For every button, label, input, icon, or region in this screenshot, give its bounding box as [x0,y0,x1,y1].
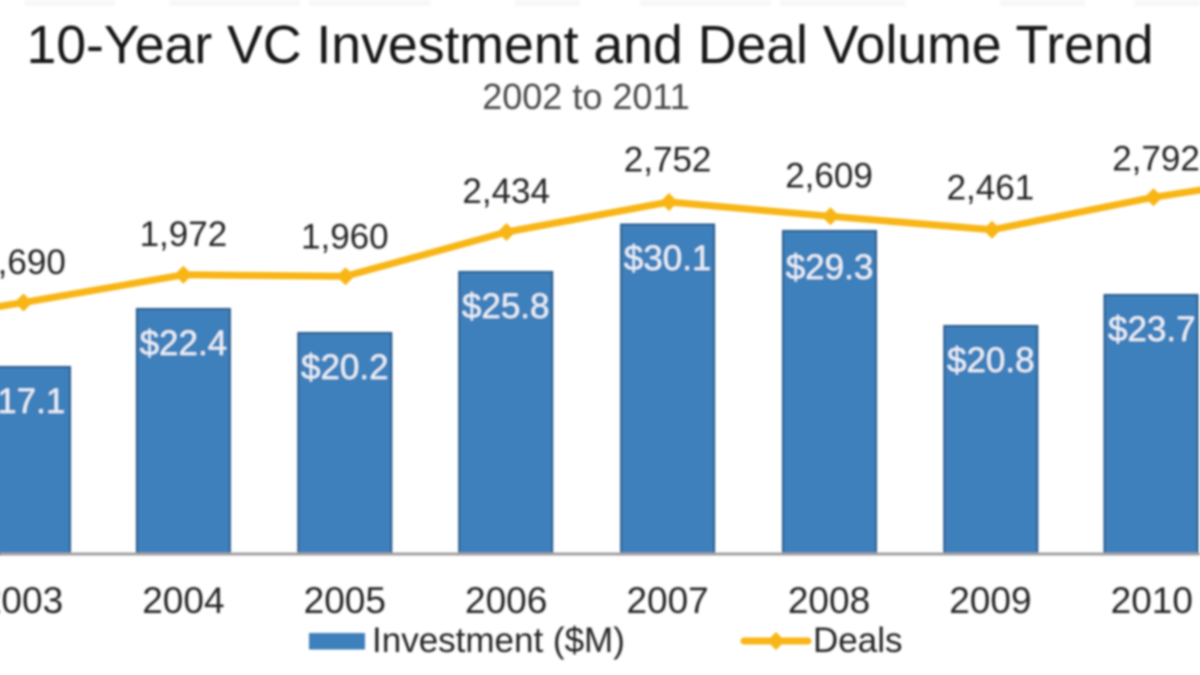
svg-text:$23.7: $23.7 [1108,310,1196,349]
svg-text:2003: 2003 [0,580,63,621]
svg-text:1,690: 1,690 [0,243,66,282]
svg-text:$30.1: $30.1 [624,239,712,278]
svg-text:Investment ($M): Investment ($M) [372,621,625,660]
svg-text:$29.3: $29.3 [786,248,874,287]
svg-text:2006: 2006 [465,580,547,621]
svg-text:2009: 2009 [949,580,1031,621]
svg-text:1,972: 1,972 [140,215,228,254]
svg-text:Deals: Deals [813,621,902,660]
svg-text:2007: 2007 [626,580,708,621]
svg-text:1,960: 1,960 [301,218,389,257]
svg-text:2010: 2010 [1111,580,1193,621]
svg-text:$22.4: $22.4 [140,324,228,363]
svg-text:2,792: 2,792 [1112,140,1200,179]
svg-text:2008: 2008 [788,580,870,621]
svg-text:10-Year VC Investment and Deal: 10-Year VC Investment and Deal Volume Tr… [26,15,1153,75]
svg-text:2005: 2005 [304,580,386,621]
svg-text:2,752: 2,752 [624,141,712,180]
svg-text:2,609: 2,609 [785,157,873,196]
svg-text:2,461: 2,461 [947,169,1035,208]
svg-text:$25.8: $25.8 [462,287,550,326]
svg-text:2004: 2004 [142,580,224,621]
svg-text:2002 to 2011: 2002 to 2011 [482,76,690,117]
svg-text:$20.2: $20.2 [301,348,389,387]
svg-text:$17.1: $17.1 [0,382,65,421]
svg-text:$20.8: $20.8 [947,341,1035,380]
svg-text:2,434: 2,434 [462,172,550,211]
